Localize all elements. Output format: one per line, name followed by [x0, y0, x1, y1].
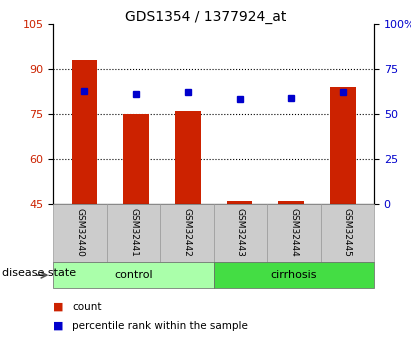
Text: ■: ■ [53, 321, 64, 331]
Text: count: count [72, 302, 102, 312]
Text: GSM32445: GSM32445 [343, 208, 352, 257]
Text: GSM32441: GSM32441 [129, 208, 138, 257]
Text: ■: ■ [53, 302, 64, 312]
Text: percentile rank within the sample: percentile rank within the sample [72, 321, 248, 331]
Bar [330, 87, 356, 204]
Text: cirrhosis: cirrhosis [270, 270, 317, 280]
Bar [226, 200, 252, 204]
Text: GSM32440: GSM32440 [76, 208, 85, 257]
Text: GSM32442: GSM32442 [182, 208, 192, 257]
Text: GSM32443: GSM32443 [236, 208, 245, 257]
Text: GSM32444: GSM32444 [289, 208, 298, 257]
Text: GDS1354 / 1377924_at: GDS1354 / 1377924_at [125, 10, 286, 24]
Bar [175, 111, 201, 204]
Bar [278, 200, 304, 204]
Bar [72, 60, 97, 204]
Text: control: control [114, 270, 153, 280]
Text: disease state: disease state [2, 268, 76, 278]
Bar [123, 114, 149, 204]
